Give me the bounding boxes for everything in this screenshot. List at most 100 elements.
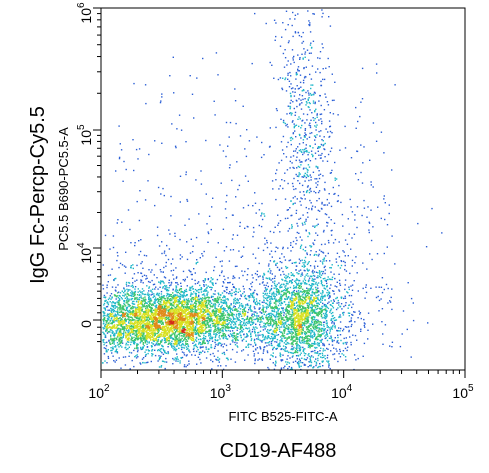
event-point [171,334,173,336]
event-point [145,306,147,308]
event-point [123,322,125,324]
event-point [146,305,148,307]
event-point [109,329,112,331]
event-point [179,320,181,322]
event-point [193,327,195,329]
event-point [138,311,140,314]
event-point [173,311,176,313]
event-point [120,340,123,342]
event-point [175,318,178,320]
event-point [173,338,175,340]
event-point [182,346,184,349]
event-point [172,363,174,365]
event-point [171,295,173,298]
event-point [360,328,362,330]
event-point [151,293,154,295]
event-point [111,352,113,354]
event-point [359,313,361,315]
event-point [204,351,206,353]
event-point [213,355,216,357]
event-point [212,293,215,295]
event-point [178,288,181,291]
event-point [200,305,202,307]
event-point [226,323,229,325]
event-point [158,344,160,346]
event-point [175,327,177,329]
event-point [247,320,250,323]
event-point [137,349,139,351]
event-point [192,325,195,328]
event-point [317,321,319,323]
event-point [157,307,159,309]
event-point [201,343,203,345]
event-point [179,323,181,325]
event-point [180,312,183,314]
event-point [264,243,266,245]
event-point [176,294,178,296]
event-point [160,348,163,350]
event-point [200,322,202,325]
event-point [132,340,134,343]
event-point [137,337,139,339]
event-point [189,335,191,338]
event-point [158,358,160,361]
event-point [160,333,162,335]
event-point [108,297,111,299]
event-point [124,297,127,299]
event-point [248,288,251,290]
event-point [174,307,176,309]
event-point [200,311,202,313]
event-point [272,307,275,309]
event-point [240,336,242,339]
event-point [196,296,198,299]
event-point [181,310,183,312]
event-point [149,310,152,313]
event-point [115,332,118,334]
event-point [155,286,157,288]
event-point [237,302,239,304]
event-point [295,343,297,345]
event-point [150,333,153,335]
event-point [183,307,185,309]
event-point [125,325,128,327]
event-point [189,315,191,318]
event-point [143,336,145,339]
event-point [282,335,284,338]
event-point [196,259,198,261]
event-point [170,329,173,331]
event-point [181,332,183,335]
event-point [249,329,251,331]
event-point [298,272,300,275]
event-point [222,324,225,326]
event-point [182,344,185,346]
event-point [112,348,114,350]
event-point [108,340,110,342]
event-point [225,344,228,347]
event-point [244,270,246,273]
event-point [247,204,250,207]
event-point [265,315,267,317]
event-point [175,329,178,331]
event-point [291,345,293,347]
event-point [193,341,195,343]
event-point [170,320,172,322]
event-point [202,346,204,348]
event-point [203,322,205,325]
event-point [154,320,156,323]
event-point [239,304,241,306]
event-point [160,341,163,343]
event-point [254,358,256,360]
event-point [116,295,119,297]
event-point [206,293,208,295]
event-point [261,359,264,361]
event-point [229,317,231,319]
event-point [133,343,136,345]
event-point [147,333,149,335]
event-point [188,312,191,314]
event-point [252,316,254,318]
event-point [189,334,191,336]
event-point [214,311,217,313]
event-point [249,307,251,309]
event-point [140,308,142,310]
event-point [297,330,299,333]
